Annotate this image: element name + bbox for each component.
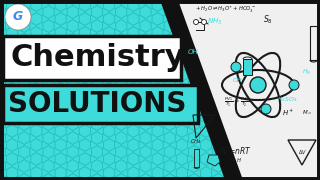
Text: $C\!-\!H$: $C\!-\!H$: [228, 156, 242, 164]
Bar: [194, 149, 199, 167]
Bar: [243, 59, 252, 75]
FancyBboxPatch shape: [3, 85, 198, 123]
Circle shape: [250, 77, 266, 93]
Text: OH: OH: [233, 78, 243, 82]
Circle shape: [202, 19, 206, 24]
Text: $CH_4$: $CH_4$: [190, 138, 202, 147]
Text: OH: OH: [188, 49, 199, 55]
Text: $S_8$: $S_8$: [263, 14, 273, 26]
Text: $\Delta V$: $\Delta V$: [298, 148, 307, 156]
Text: $H_g$: $H_g$: [302, 68, 311, 78]
Text: G: G: [13, 10, 23, 24]
Text: $\frac{PV_1}{T_1}=\frac{PV_2}{T_2}$: $\frac{PV_1}{T_1}=\frac{PV_2}{T_2}$: [224, 95, 250, 109]
Circle shape: [261, 104, 271, 114]
Text: $H_2SO_4$: $H_2SO_4$: [277, 96, 298, 104]
Circle shape: [289, 80, 299, 90]
Text: $PV\!=\!nRT$: $PV\!=\!nRT$: [218, 145, 252, 156]
Text: SOLUTIONS: SOLUTIONS: [8, 90, 186, 118]
Circle shape: [5, 4, 31, 30]
Polygon shape: [207, 155, 220, 166]
Polygon shape: [160, 0, 243, 180]
Polygon shape: [175, 0, 320, 180]
FancyBboxPatch shape: [3, 36, 181, 80]
Text: $NH_3$: $NH_3$: [207, 17, 222, 27]
Circle shape: [231, 62, 241, 72]
Text: $\!+H_2O \rightleftharpoons H_3O^{\!+}\!+HCO_3^-$: $\!+H_2O \rightleftharpoons H_3O^{\!+}\!…: [195, 5, 256, 15]
Bar: [310, 26, 317, 60]
Circle shape: [194, 19, 198, 24]
Text: $H^+$: $H^+$: [282, 108, 294, 118]
Text: $M_=$: $M_=$: [302, 109, 312, 117]
Text: Chemistry: Chemistry: [10, 44, 185, 73]
